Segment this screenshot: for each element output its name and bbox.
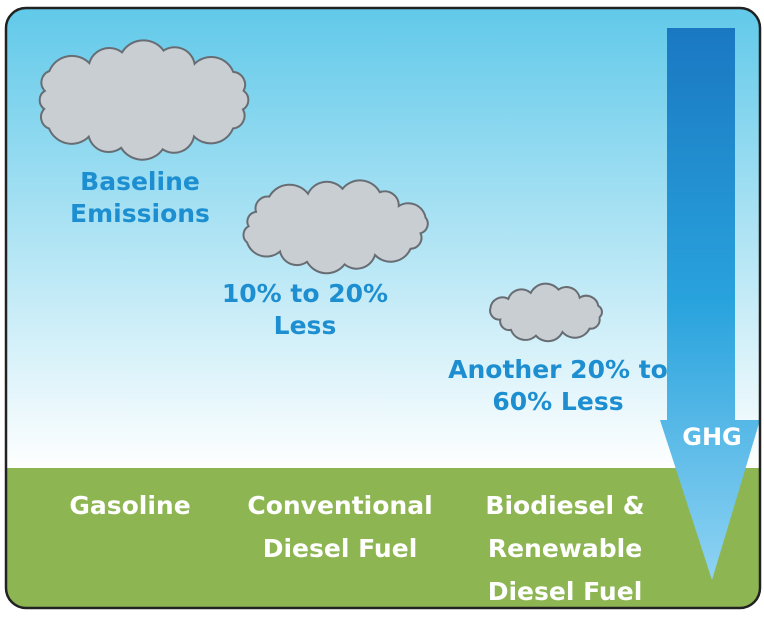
fuel-label: Biodiesel &: [485, 491, 644, 520]
emission-label: 10% to 20%: [222, 279, 388, 308]
emission-label: Less: [274, 311, 337, 340]
emission-label: 60% Less: [492, 387, 623, 416]
infographic: GHG Baseline Emissions 10% to 20% Less Anoth…: [0, 0, 764, 614]
fuel-label: Diesel Fuel: [263, 534, 418, 563]
fuel-label: Gasoline: [69, 491, 190, 520]
fuel-label: Diesel Fuel: [488, 577, 643, 606]
cloud: [40, 40, 249, 159]
emission-label: Another 20% to: [448, 355, 668, 384]
emission-label: Baseline: [80, 167, 200, 196]
fuel-label: Renewable: [488, 534, 642, 563]
emission-label: Emissions: [70, 199, 210, 228]
fuel-label: Conventional: [247, 491, 432, 520]
arrow-label: GHG: [682, 423, 741, 451]
